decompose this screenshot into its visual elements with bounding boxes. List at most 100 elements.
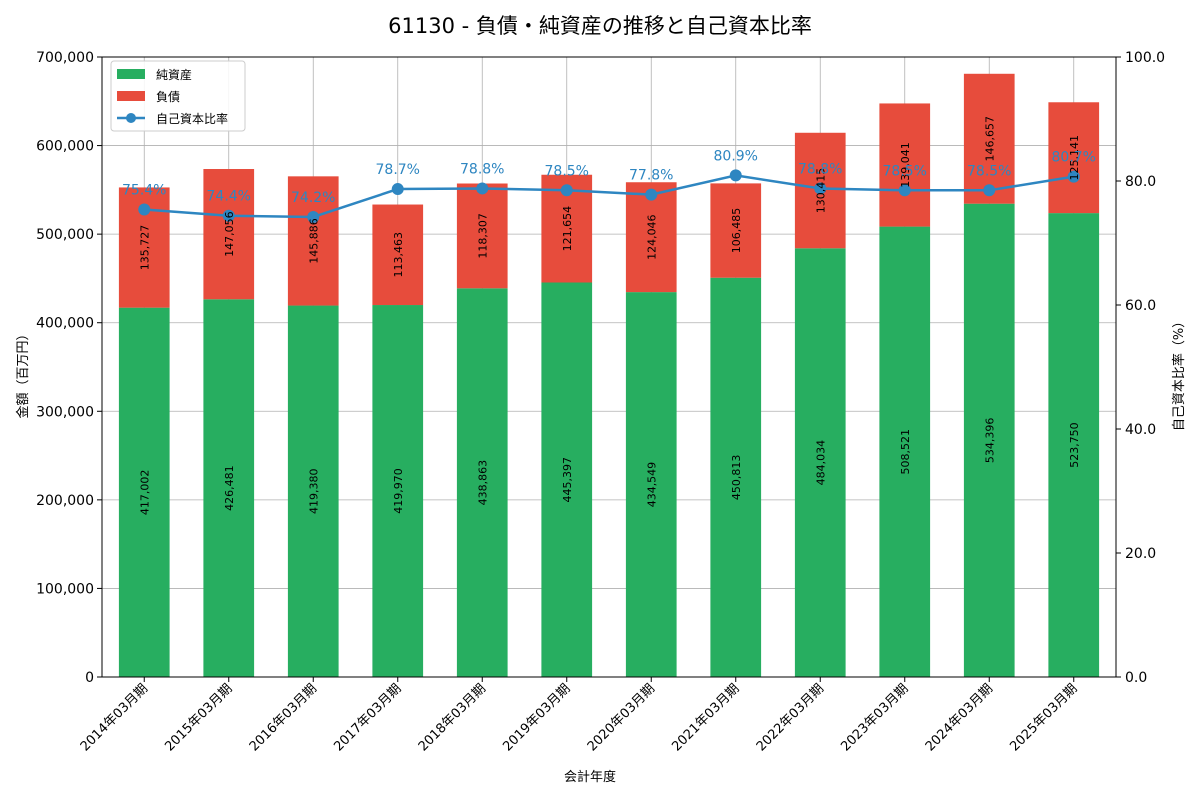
bar-liabilities [287, 176, 339, 306]
x-tick-label: 2023年03月期 [838, 681, 911, 754]
y2-tick-label: 40.0 [1125, 422, 1156, 438]
data-label-ratio: 74.2% [291, 190, 335, 206]
data-label-equity: 508,521 [899, 429, 912, 475]
ratio-marker [1067, 170, 1080, 183]
ratio-marker [983, 184, 996, 197]
legend-swatch-equity [117, 69, 145, 79]
data-label-equity: 450,813 [730, 455, 743, 501]
x-tick-label: 2021年03月期 [669, 681, 742, 754]
bar-liabilities [963, 73, 1015, 204]
bar-equity [625, 292, 677, 677]
x-tick-label: 2024年03月期 [923, 681, 996, 754]
y-tick-label: 700,000 [36, 50, 94, 66]
bar-liabilities [710, 183, 762, 278]
y2-tick-label: 0.0 [1125, 670, 1147, 686]
x-tick-label: 2016年03月期 [247, 681, 320, 754]
chart-title: 61130 - 負債・純資産の推移と自己資本比率 [388, 14, 812, 38]
y-tick-label: 300,000 [36, 404, 94, 420]
x-tick-label: 2019年03月期 [500, 681, 573, 754]
y2-tick-label: 60.0 [1125, 298, 1156, 314]
data-label-ratio: 74.4% [207, 189, 251, 205]
y2-tick-label: 20.0 [1125, 546, 1156, 562]
data-label-ratio: 78.5% [967, 163, 1011, 179]
bar-equity [287, 305, 339, 677]
x-tick-label: 2015年03月期 [162, 681, 235, 754]
legend-label-ratio: 自己資本比率 [156, 111, 228, 126]
bar-equity [710, 277, 762, 677]
bar-equity [372, 305, 424, 677]
y-tick-label: 0 [85, 670, 94, 686]
ratio-marker [476, 182, 489, 195]
data-label-liabilities: 125,141 [1068, 135, 1081, 181]
data-labels: 417,002 135,727 426,481 147,056 419,380 145,8… [122, 116, 1096, 515]
ratio-marker [729, 169, 742, 182]
x-tick-label: 2014年03月期 [78, 681, 151, 754]
data-label-liabilities: 113,463 [392, 232, 405, 278]
x-tick-label: 2017年03月期 [331, 681, 404, 754]
legend-label-liabilities: 負債 [156, 89, 180, 104]
data-label-equity: 534,396 [983, 418, 996, 464]
x-tick-label: 2025年03月期 [1007, 681, 1080, 754]
data-label-liabilities: 106,485 [730, 208, 743, 254]
y2-tick-label: 80.0 [1125, 174, 1156, 190]
data-label-equity: 445,397 [561, 457, 574, 503]
bar-equity [203, 299, 255, 677]
ratio-line-path [144, 174, 1074, 219]
data-label-ratio: 78.5% [883, 163, 927, 179]
ratio-marker [391, 183, 404, 196]
data-label-ratio: 78.7% [376, 162, 420, 178]
legend-swatch-liabilities [117, 91, 145, 101]
bars [118, 73, 1100, 677]
bar-liabilities [203, 169, 255, 300]
data-label-liabilities: 145,886 [307, 218, 320, 264]
data-label-liabilities: 135,727 [138, 225, 151, 271]
x-axis-title: 会計年度 [564, 769, 616, 785]
y-tick-label: 200,000 [36, 493, 94, 509]
ratio-marker [645, 188, 658, 201]
data-label-liabilities: 130,415 [814, 168, 827, 214]
x-tick-label: 2018年03月期 [416, 681, 489, 754]
data-label-equity: 417,002 [138, 470, 151, 516]
ratio-marker [138, 203, 151, 216]
data-label-equity: 434,549 [645, 462, 658, 508]
y2-tick-label: 100.0 [1125, 50, 1165, 66]
data-label-equity: 426,481 [223, 465, 236, 511]
legend: 純資産 負債 自己資本比率 [110, 60, 246, 132]
bar-liabilities [1048, 102, 1100, 214]
bar-liabilities [879, 103, 931, 227]
ratio-marker [560, 184, 573, 197]
y2-axis-title: 自己資本比率（%） [1171, 315, 1187, 431]
y-tick-label: 500,000 [36, 227, 94, 243]
legend-label-equity: 純資産 [156, 67, 192, 82]
bar-equity [118, 307, 170, 677]
bar-equity [794, 248, 846, 677]
data-label-ratio: 80.9% [714, 148, 758, 164]
data-label-equity: 419,380 [307, 469, 320, 514]
data-label-ratio: 78.8% [798, 161, 842, 177]
ratio-line [138, 169, 1080, 223]
data-label-equity: 419,970 [392, 468, 405, 514]
data-label-ratio: 80.7% [1052, 150, 1096, 166]
data-label-liabilities: 146,657 [983, 116, 996, 162]
legend-marker-ratio [126, 113, 136, 123]
x-tick-label: 2020年03月期 [585, 681, 658, 754]
data-label-liabilities: 124,046 [645, 214, 658, 259]
y-tick-label: 400,000 [36, 316, 94, 332]
data-label-ratio: 75.4% [122, 183, 166, 199]
bar-liabilities [372, 204, 424, 306]
bar-equity [879, 226, 931, 677]
ratio-marker [222, 209, 235, 222]
bar-equity [541, 282, 593, 677]
bar-liabilities [456, 183, 508, 289]
y-tick-label: 100,000 [36, 581, 94, 597]
ratio-marker [898, 184, 911, 197]
data-label-liabilities: 118,307 [476, 213, 489, 258]
data-label-ratio: 78.5% [545, 163, 589, 179]
x-tick-label: 2022年03月期 [754, 681, 827, 754]
data-label-ratio: 77.8% [629, 168, 673, 184]
bar-equity [1048, 213, 1100, 677]
data-label-liabilities: 147,056 [223, 211, 236, 257]
data-label-liabilities: 139,041 [899, 142, 912, 188]
